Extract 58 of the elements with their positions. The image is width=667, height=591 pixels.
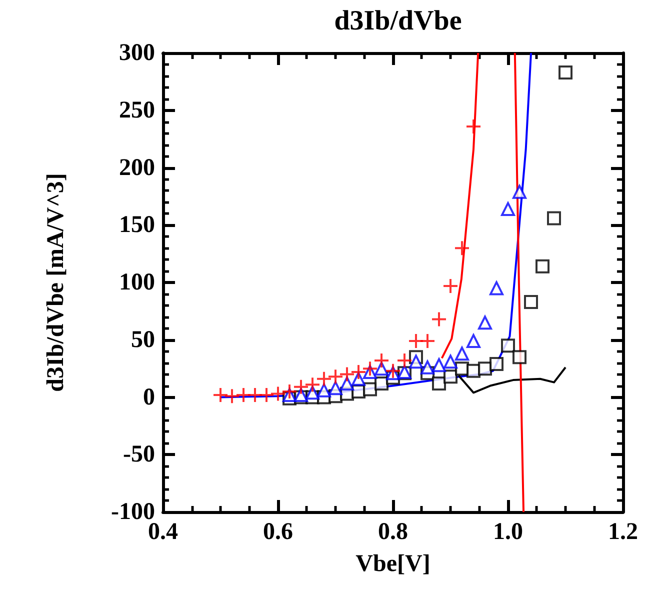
point <box>490 356 504 371</box>
point <box>304 376 320 393</box>
point <box>466 118 482 134</box>
y-axis-title: d3Ib/dVbe [mA/V^3] <box>43 173 69 392</box>
point <box>212 386 228 403</box>
y-tick-label: 300 <box>119 40 155 66</box>
x-tick-label: 1.2 <box>608 519 638 545</box>
point <box>454 240 470 256</box>
point <box>270 386 286 402</box>
point <box>444 354 458 369</box>
x-tick-label: 0.4 <box>148 519 178 545</box>
y-tick-label: -50 <box>123 442 155 468</box>
x-axis-title: Vbe[V] <box>356 551 430 577</box>
point <box>316 370 332 387</box>
point <box>512 350 526 364</box>
point <box>501 338 515 353</box>
point <box>431 311 447 328</box>
point <box>258 386 274 403</box>
y-tick-label: 0 <box>143 384 155 410</box>
point <box>420 360 434 374</box>
point <box>478 362 492 376</box>
point <box>524 295 538 310</box>
point <box>374 352 390 369</box>
point <box>362 360 378 377</box>
point <box>442 278 458 294</box>
point <box>444 370 458 384</box>
point <box>328 368 344 385</box>
point <box>558 66 572 80</box>
point <box>328 381 342 396</box>
point <box>420 333 436 350</box>
point <box>466 334 480 348</box>
point <box>432 376 446 390</box>
y-tick-label: 200 <box>119 154 155 181</box>
point <box>409 354 423 369</box>
chart-title: d3Ib/dVbe <box>334 6 462 36</box>
x-tick-label: 1.0 <box>493 519 523 545</box>
point <box>512 184 526 199</box>
y-tick-label: 150 <box>119 212 155 238</box>
point <box>478 316 492 330</box>
point <box>396 352 412 369</box>
point <box>547 211 561 226</box>
point <box>340 376 354 390</box>
point <box>536 259 550 274</box>
y-tick-label: 50 <box>131 326 155 353</box>
point <box>224 388 240 404</box>
point <box>432 358 446 372</box>
point <box>490 281 504 296</box>
x-tick-label: 0.8 <box>378 519 408 545</box>
point <box>293 378 309 395</box>
y-tick-label: 250 <box>119 97 155 124</box>
point <box>501 202 515 216</box>
x-tick-label: 0.6 <box>263 519 293 545</box>
point <box>317 383 331 398</box>
point <box>455 346 469 361</box>
y-tick-label: 100 <box>119 270 155 296</box>
point <box>339 366 355 382</box>
point <box>350 364 366 380</box>
point <box>282 384 298 400</box>
